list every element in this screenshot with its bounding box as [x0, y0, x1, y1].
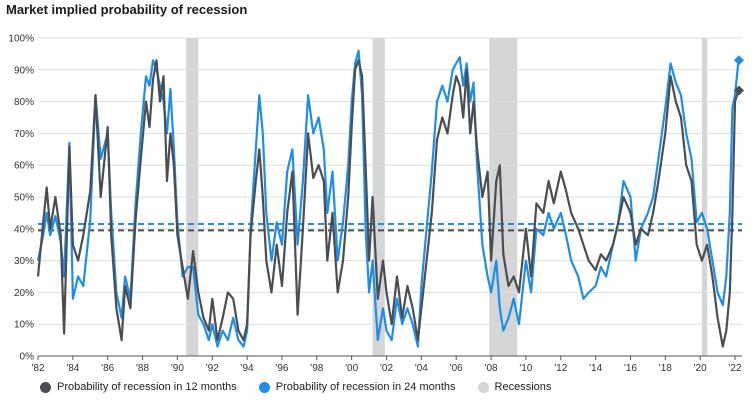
y-tick-label: 10%	[14, 320, 34, 331]
x-tick-label: '92	[206, 363, 219, 374]
y-tick-label: 40%	[14, 224, 34, 235]
x-tick-label: '00	[345, 363, 358, 374]
legend-label-24m: Probability of recession in 24 months	[275, 381, 456, 393]
x-tick-label: '08	[485, 363, 498, 374]
x-tick-label: '06	[450, 363, 463, 374]
y-tick-label: 60%	[14, 161, 34, 172]
x-tick-label: '02	[380, 363, 393, 374]
latest-markers	[734, 55, 744, 96]
latest-marker-s24	[734, 55, 744, 66]
x-tick-label: '20	[694, 363, 707, 374]
x-tick-label: '96	[275, 363, 288, 374]
x-tick-label: '90	[171, 363, 184, 374]
x-tick-label: '84	[66, 363, 79, 374]
chart-title: Market implied probability of recession	[6, 2, 248, 17]
x-tick-label: '12	[554, 363, 567, 374]
y-tick-label: 100%	[8, 34, 34, 45]
legend-swatch-24m	[258, 381, 270, 393]
x-tick-label: '04	[415, 363, 428, 374]
y-tick-label: 70%	[14, 129, 34, 140]
x-tick-label: '16	[624, 363, 637, 374]
series-line-s12	[36, 59, 740, 348]
legend-swatch-12m	[40, 381, 51, 393]
x-axis-ticks: '82 '84 '86 '88 '90 '92 '94 '96 '98 '00 '02 '04 '06 '…	[31, 356, 742, 374]
legend: Probability of recession in 12 months Pr…	[40, 381, 551, 393]
y-tick-label: 50%	[14, 193, 34, 204]
x-tick-label: '14	[589, 363, 602, 374]
x-tick-label: '10	[519, 363, 532, 374]
latest-marker-s12	[734, 85, 744, 96]
average-lines	[38, 223, 742, 232]
x-tick-label: '98	[310, 363, 323, 374]
series-lines	[36, 49, 740, 348]
legend-item-12m: Probability of recession in 12 months	[40, 381, 237, 393]
x-tick-label: '88	[136, 363, 149, 374]
y-tick-label: 80%	[14, 97, 34, 108]
legend-swatch-recessions	[477, 381, 489, 393]
legend-item-recessions: Recessions	[477, 381, 552, 393]
y-tick-label: 90%	[14, 65, 34, 76]
x-tick-label: '22	[729, 363, 742, 374]
legend-label-12m: Probability of recession in 12 months	[57, 381, 237, 393]
x-tick-label: '86	[101, 363, 114, 374]
y-tick-label: 30%	[14, 256, 34, 267]
legend-label-recessions: Recessions	[494, 381, 552, 393]
legend-item-24m: Probability of recession in 24 months	[258, 381, 456, 393]
x-tick-label: '18	[659, 363, 672, 374]
y-axis-ticks: 0% 10% 20% 30% 40% 50% 60% 70% 80% 90% 100%	[8, 34, 34, 363]
y-tick-label: 20%	[14, 288, 34, 299]
y-tick-label: 0%	[20, 352, 35, 363]
x-tick-label: '94	[241, 363, 254, 374]
x-tick-label: '82	[31, 363, 44, 374]
